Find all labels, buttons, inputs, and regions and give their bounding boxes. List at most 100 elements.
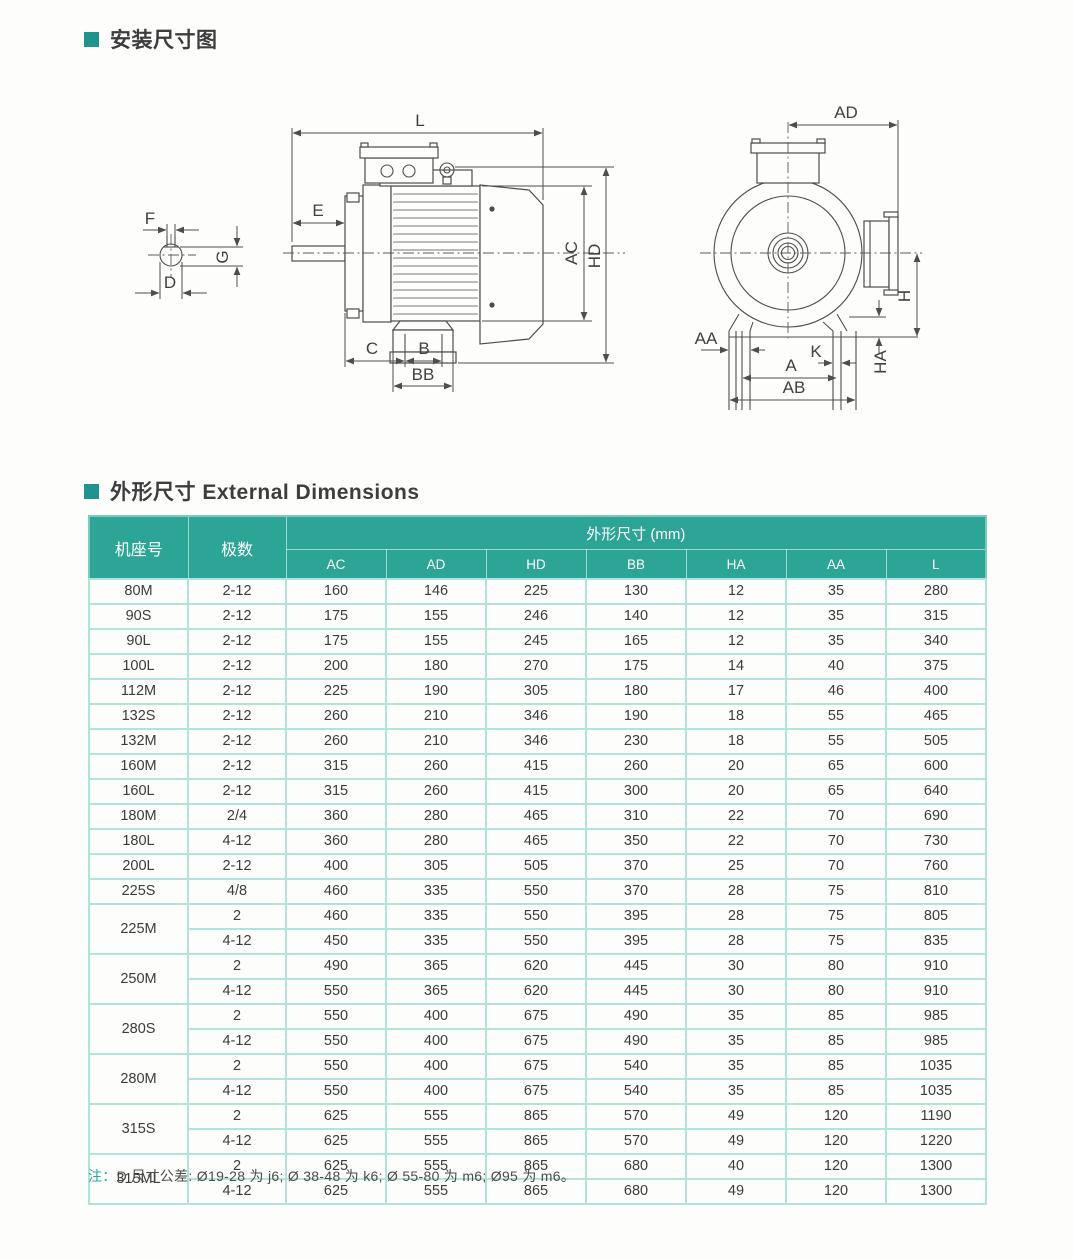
dim-value-cell: 85 — [785, 1053, 887, 1080]
dim-value-cell: 620 — [485, 978, 587, 1005]
dim-value-cell: 910 — [884, 953, 988, 980]
dim-value-cell: 360 — [285, 803, 387, 830]
dim-value-cell: 12 — [685, 603, 787, 630]
dim-value-cell: 155 — [385, 628, 487, 655]
dim-value-cell: 18 — [685, 703, 787, 730]
dim-column-header: AD — [385, 549, 487, 580]
dim-value-cell: 465 — [884, 703, 988, 730]
dim-value-cell: 22 — [685, 828, 787, 855]
table-row: 160M 2-12 315 260 415 260 20 65 600 — [88, 753, 988, 780]
dim-value-cell: 49 — [685, 1128, 787, 1155]
dim-value-cell: 335 — [385, 928, 487, 955]
dim-value-cell: 865 — [485, 1128, 587, 1155]
dim-value-cell: 85 — [785, 1078, 887, 1105]
dim-value-cell: 805 — [884, 903, 988, 930]
dim-value-cell: 55 — [785, 703, 887, 730]
frame-cell: 225S — [88, 878, 189, 905]
poles-cell: 2 — [187, 953, 287, 980]
poles-column-header: 极数 — [187, 515, 287, 580]
dim-value-cell: 490 — [585, 1028, 687, 1055]
fan-cover — [479, 184, 544, 345]
table-row: 315ML 2 625 555 865 680 40 120 1300 — [88, 1153, 988, 1205]
frame-cell: 160M — [88, 753, 189, 780]
dim-value-cell: 120 — [785, 1153, 887, 1180]
dim-value-cell: 555 — [385, 1178, 487, 1205]
table-row: 90S 2-12 175 155 246 140 12 35 315 — [88, 603, 988, 630]
poles-cell: 4-12 — [187, 928, 287, 955]
table-row: 4-12 625 555 865 680 49 120 1300 — [89, 1178, 988, 1205]
dim-value-cell: 760 — [884, 853, 988, 880]
side-flange-box — [863, 211, 899, 296]
dim-value-cell: 570 — [585, 1128, 687, 1155]
dim-value-cell: 1035 — [884, 1053, 988, 1080]
dim-value-cell: 395 — [585, 928, 687, 955]
dim-value-cell: 675 — [485, 1078, 587, 1105]
dim-value-cell: 370 — [585, 853, 687, 880]
dim-value-cell: 460 — [285, 903, 387, 930]
frame-cell: 90L — [88, 628, 189, 655]
dim-value-cell: 35 — [685, 1003, 787, 1030]
frame-cell: 80M — [88, 578, 189, 605]
table-row: 280M 2 550 400 675 540 35 85 1035 — [88, 1053, 988, 1105]
dim-value-cell: 35 — [785, 628, 887, 655]
section-heading-installation: 安装尺寸图 — [84, 24, 218, 54]
frame-cell: 200L — [88, 853, 189, 880]
dim-value-cell: 246 — [485, 603, 587, 630]
dim-value-cell: 20 — [685, 778, 787, 805]
dim-value-cell: 680 — [585, 1153, 687, 1180]
frame-cell: 315ML — [88, 1153, 189, 1205]
dim-label-h: H — [895, 290, 914, 302]
cooling-fins — [393, 193, 478, 315]
dim-value-cell: 46 — [785, 678, 887, 705]
table-body: 80M 2-12 160 146 225 130 12 35 280 90S 2-12 175 155 2… — [88, 578, 988, 1205]
table-row: 4-12 625 555 865 570 49 120 1220 — [89, 1128, 988, 1155]
dim-value-cell: 17 — [685, 678, 787, 705]
dim-value-cell: 280 — [385, 803, 487, 830]
dim-value-cell: 280 — [884, 578, 988, 605]
dim-value-cell: 28 — [685, 928, 787, 955]
frame-cell: 132S — [88, 703, 189, 730]
dim-column-header: L — [885, 549, 987, 580]
poles-cell: 2-12 — [187, 603, 287, 630]
dim-value-cell: 225 — [285, 678, 387, 705]
dim-label-bb: BB — [412, 365, 435, 384]
dim-value-cell: 675 — [485, 1053, 587, 1080]
dim-value-cell: 35 — [685, 1053, 787, 1080]
section-heading-dimensions: 外形尺寸 External Dimensions — [84, 476, 420, 506]
dim-value-cell: 300 — [585, 778, 687, 805]
dim-value-cell: 80 — [785, 953, 887, 980]
dim-value-cell: 1300 — [884, 1178, 988, 1205]
eyebolt — [439, 162, 455, 185]
dim-column-header: HA — [685, 549, 787, 580]
dim-value-cell: 625 — [285, 1128, 387, 1155]
frame-column-header: 机座号 — [88, 515, 189, 580]
dim-value-cell: 40 — [685, 1153, 787, 1180]
frame-cell: 132M — [88, 728, 189, 755]
poles-cell: 4-12 — [187, 978, 287, 1005]
note-prefix: 注： — [88, 1168, 117, 1184]
dim-column-header: AC — [285, 549, 387, 580]
dim-value-cell: 400 — [385, 1028, 487, 1055]
dim-value-cell: 340 — [884, 628, 988, 655]
dim-value-cell: 155 — [385, 603, 487, 630]
dim-value-cell: 85 — [785, 1003, 887, 1030]
dim-label-l: L — [415, 111, 424, 130]
dim-value-cell: 85 — [785, 1028, 887, 1055]
dim-column-header: HD — [485, 549, 587, 580]
dim-value-cell: 310 — [585, 803, 687, 830]
table-row: 132S 2-12 260 210 346 190 18 55 465 — [88, 703, 988, 730]
dim-value-cell: 346 — [485, 703, 587, 730]
poles-cell: 4-12 — [187, 828, 287, 855]
table-row: 4-12 550 365 620 445 30 80 910 — [89, 978, 988, 1005]
dim-label-c: C — [366, 339, 378, 358]
table-row: 160L 2-12 315 260 415 300 20 65 640 — [88, 778, 988, 805]
dim-value-cell: 130 — [585, 578, 687, 605]
dim-value-cell: 985 — [884, 1028, 988, 1055]
table-row: 180M 2/4 360 280 465 310 22 70 690 — [88, 803, 988, 830]
dim-value-cell: 49 — [685, 1103, 787, 1130]
dim-value-cell: 65 — [785, 753, 887, 780]
dim-value-cell: 20 — [685, 753, 787, 780]
dim-label-ha: HA — [871, 350, 890, 374]
dim-value-cell: 305 — [385, 853, 487, 880]
table-row: 132M 2-12 260 210 346 230 18 55 505 — [88, 728, 988, 755]
